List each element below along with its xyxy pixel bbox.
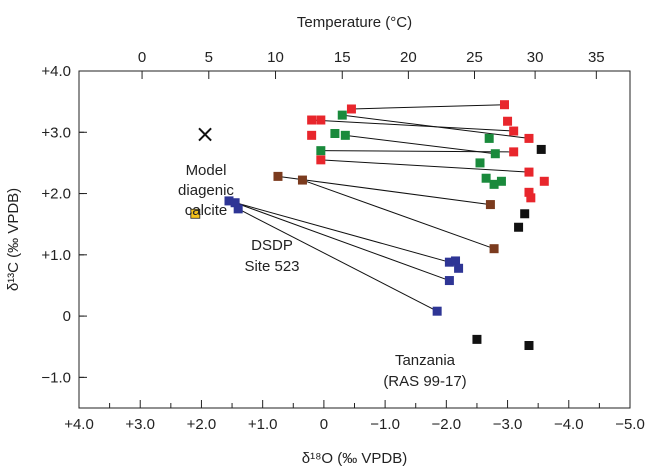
data-point-green bbox=[481, 173, 491, 183]
data-point-red bbox=[307, 115, 317, 125]
x-tick-label: 0 bbox=[320, 416, 328, 433]
x-axis-title: δ¹⁸O (‰ VPDB) bbox=[302, 450, 408, 467]
data-point-blue bbox=[444, 276, 454, 286]
annotation-line: Tanzania bbox=[395, 352, 456, 369]
data-point-green bbox=[484, 133, 494, 143]
annotation-line: calcite bbox=[185, 202, 228, 219]
connector-lines bbox=[228, 104, 530, 312]
data-point-red bbox=[526, 193, 536, 203]
data-point-black bbox=[520, 209, 530, 219]
x-tick-label: −2.0 bbox=[432, 416, 462, 433]
data-point-red bbox=[316, 155, 326, 165]
x-tick-label: +1.0 bbox=[248, 416, 278, 433]
connector-line bbox=[351, 104, 505, 110]
connector-line bbox=[302, 179, 495, 250]
data-point-red bbox=[346, 104, 356, 114]
data-point-black bbox=[536, 144, 546, 154]
data-point-green bbox=[496, 176, 506, 186]
dsdp-annotation: DSDP Site 523 bbox=[244, 237, 299, 275]
data-point-red bbox=[509, 126, 519, 136]
data-point-brown bbox=[485, 200, 495, 210]
annotation-line: Site 523 bbox=[244, 258, 299, 275]
x-tick-label: −3.0 bbox=[493, 416, 523, 433]
y-tick-label: +4.0 bbox=[41, 63, 71, 80]
annotation-line: DSDP bbox=[251, 237, 293, 254]
x-tick-label: −5.0 bbox=[615, 416, 645, 433]
top-axis-title: Temperature (°C) bbox=[297, 14, 412, 31]
y-tick-label: +2.0 bbox=[41, 186, 71, 203]
data-point-red bbox=[307, 130, 317, 140]
data-point-green bbox=[475, 158, 485, 168]
y-tick-label: +3.0 bbox=[41, 124, 71, 141]
data-point-brown bbox=[273, 171, 283, 181]
plot-frame bbox=[78, 70, 631, 409]
tick-labels: +4.0 +3.0 +2.0 +1.0 0 −1.0 −2.0 −3.0 −4.0 −5.0 +4.… bbox=[41, 49, 644, 433]
data-point-blue bbox=[432, 306, 442, 316]
data-point-black bbox=[514, 222, 524, 232]
data-point-red bbox=[524, 133, 534, 143]
connector-line bbox=[320, 150, 514, 153]
data-point-red bbox=[316, 115, 326, 125]
x-tick-label: +4.0 bbox=[64, 416, 94, 433]
data-point-green bbox=[489, 179, 499, 189]
top-tick-label: 20 bbox=[400, 49, 417, 66]
top-tick-label: 0 bbox=[138, 49, 146, 66]
x-tick-label: −4.0 bbox=[554, 416, 584, 433]
annotation-line: (RAS 99-17) bbox=[383, 373, 466, 390]
y-axis-title: δ¹³C (‰ VPDB) bbox=[5, 188, 22, 291]
connector-line bbox=[237, 208, 438, 312]
y-tick-label: −1.0 bbox=[41, 369, 71, 386]
connector-line bbox=[277, 175, 491, 206]
annotation-line: diagenic bbox=[178, 182, 234, 199]
data-point-black bbox=[524, 341, 534, 351]
data-point-blue bbox=[451, 256, 461, 266]
data-point-blue bbox=[444, 257, 454, 267]
data-point-blue bbox=[230, 198, 240, 208]
data-point-red bbox=[509, 147, 519, 157]
data-point-blue bbox=[224, 196, 234, 206]
y-tick-label: 0 bbox=[63, 308, 71, 325]
top-tick-label: 5 bbox=[205, 49, 213, 66]
tick-marks bbox=[78, 70, 631, 408]
data-point-brown bbox=[297, 175, 307, 185]
data-point-yellow bbox=[190, 208, 201, 219]
data-point-red bbox=[524, 187, 534, 197]
data-point-blue bbox=[454, 263, 464, 273]
data-point-green bbox=[337, 110, 347, 120]
data-point-green bbox=[490, 149, 500, 159]
data-point-red bbox=[499, 100, 509, 110]
data-point-brown bbox=[489, 244, 499, 254]
top-tick-label: 30 bbox=[527, 49, 544, 66]
top-tick-label: 10 bbox=[267, 49, 284, 66]
y-tick-label: +1.0 bbox=[41, 247, 71, 264]
data-point-blue bbox=[233, 204, 243, 214]
top-tick-label: 25 bbox=[466, 49, 483, 66]
top-tick-label: 15 bbox=[334, 49, 351, 66]
connector-line bbox=[320, 159, 530, 173]
data-point-red bbox=[524, 167, 534, 177]
tanzania-annotation: Tanzania (RAS 99-17) bbox=[383, 352, 466, 390]
x-tick-label: +3.0 bbox=[125, 416, 155, 433]
x-tick-label: +2.0 bbox=[187, 416, 217, 433]
data-point-green bbox=[330, 128, 340, 138]
model-cross-marker: × bbox=[195, 120, 215, 148]
x-tick-label: −1.0 bbox=[370, 416, 400, 433]
connector-line bbox=[228, 200, 450, 263]
model-annotation: Model diagenic calcite bbox=[178, 162, 234, 219]
data-point-green bbox=[316, 146, 326, 156]
data-points bbox=[190, 100, 549, 351]
connector-line bbox=[234, 202, 450, 282]
connector-line bbox=[345, 134, 496, 155]
data-point-black bbox=[472, 334, 482, 344]
annotation-line: Model bbox=[186, 162, 227, 179]
connector-line bbox=[311, 119, 514, 132]
data-point-red bbox=[539, 176, 549, 186]
data-point-red bbox=[503, 116, 513, 126]
top-tick-label: 35 bbox=[588, 49, 605, 66]
data-point-green bbox=[340, 130, 350, 140]
